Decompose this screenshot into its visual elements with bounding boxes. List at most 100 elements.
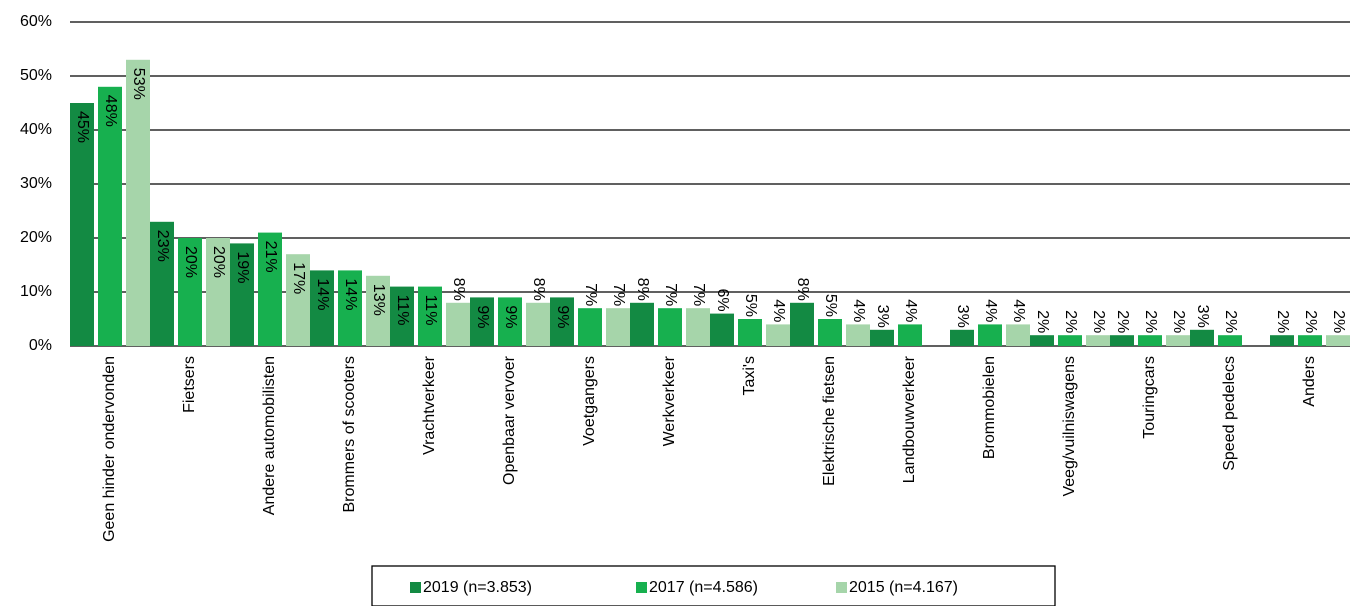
bar [470,297,494,346]
x-tick-label: Brommers of scooters [341,356,358,512]
bar [98,86,122,347]
data-label: 23% [154,230,171,262]
bar [338,270,362,346]
x-tick-label: Touringcars [1141,356,1158,439]
data-label: 45% [74,111,91,143]
x-tick-label: Brommobielen [981,356,998,459]
x-tick-label: Openbaar vervoer [501,355,518,485]
data-label: 7% [690,283,707,306]
bar [526,302,550,346]
x-tick-label: Voetgangers [581,356,598,446]
bar [310,270,334,346]
data-label: 20% [182,246,199,278]
bar [1190,329,1214,346]
data-label: 11% [394,295,411,326]
data-label: 5% [742,294,759,317]
bar [978,324,1002,346]
bar [150,221,174,346]
y-tick-label: 60% [20,13,52,30]
bar [1138,335,1162,346]
data-label: 8% [634,278,651,301]
bar [1298,335,1322,346]
bar [790,302,814,346]
data-label: 20% [210,246,227,278]
data-label: 4% [902,299,919,322]
x-tick-label: Werkverkeer [661,355,678,446]
x-tick-label: Geen hinder ondervonden [101,356,118,542]
x-tick-label: Veeg/vuilniswagens [1061,356,1078,497]
bar [1218,335,1242,346]
data-label: 2% [1330,310,1347,333]
bar [230,243,254,346]
y-tick-label: 20% [20,229,52,246]
bar [258,232,282,346]
y-tick-label: 10% [20,283,52,300]
data-label: 2% [1302,310,1319,333]
bar [870,329,894,346]
bar [446,302,470,346]
x-tick-label: Landbouwverkeer [901,355,918,483]
data-label: 4% [982,299,999,322]
data-label: 2% [1114,310,1131,333]
data-label: 2% [1170,310,1187,333]
bar [898,324,922,346]
bar [390,286,414,346]
data-label: 5% [822,294,839,317]
bar [1058,335,1082,346]
data-label: 2% [1222,310,1239,333]
bar [1086,335,1110,346]
data-label: 9% [474,305,491,328]
bar [550,297,574,346]
y-tick-label: 40% [20,121,52,138]
data-label: 21% [262,241,279,273]
bar [1326,335,1350,346]
data-label: 6% [714,288,731,311]
data-label: 2% [1062,310,1079,333]
data-label: 7% [662,283,679,306]
data-label: 7% [582,283,599,306]
y-tick-label: 50% [20,67,52,84]
data-label: 48% [102,95,119,127]
x-tick-label: Taxi's [741,356,758,396]
bar [738,319,762,346]
bar [126,59,150,347]
data-label: 17% [290,262,307,294]
legend-label: 2015 (n=4.167) [849,579,958,596]
bar [818,319,842,346]
bar [686,308,710,346]
legend-label: 2019 (n=3.853) [423,579,532,596]
data-label: 53% [130,68,147,100]
x-tick-label: Speed pedelecs [1221,356,1238,471]
bar [766,324,790,346]
data-label: 8% [794,278,811,301]
data-label: 9% [554,305,571,328]
data-label: 14% [314,278,331,310]
bar [498,297,522,346]
data-label: 4% [850,299,867,322]
legend-label: 2017 (n=4.586) [649,579,758,596]
data-label: 3% [1194,305,1211,328]
bar [178,238,202,346]
data-label: 2% [1142,310,1159,333]
bar [286,254,310,346]
legend-swatch [836,582,847,593]
bar [206,238,230,346]
data-label: 2% [1090,310,1107,333]
bar [1006,324,1030,346]
data-label: 11% [422,295,439,326]
data-label: 8% [450,278,467,301]
data-label: 7% [610,283,627,306]
bar [418,286,442,346]
data-label: 9% [502,305,519,328]
x-tick-label: Fietsers [181,356,198,413]
data-label: 8% [530,278,547,301]
y-tick-label: 30% [20,175,52,192]
legend-swatch [410,582,421,593]
bar [366,275,390,346]
y-tick-label: 0% [29,337,52,354]
bar [710,313,734,346]
bar [1166,335,1190,346]
bar [846,324,870,346]
bar [578,308,602,346]
